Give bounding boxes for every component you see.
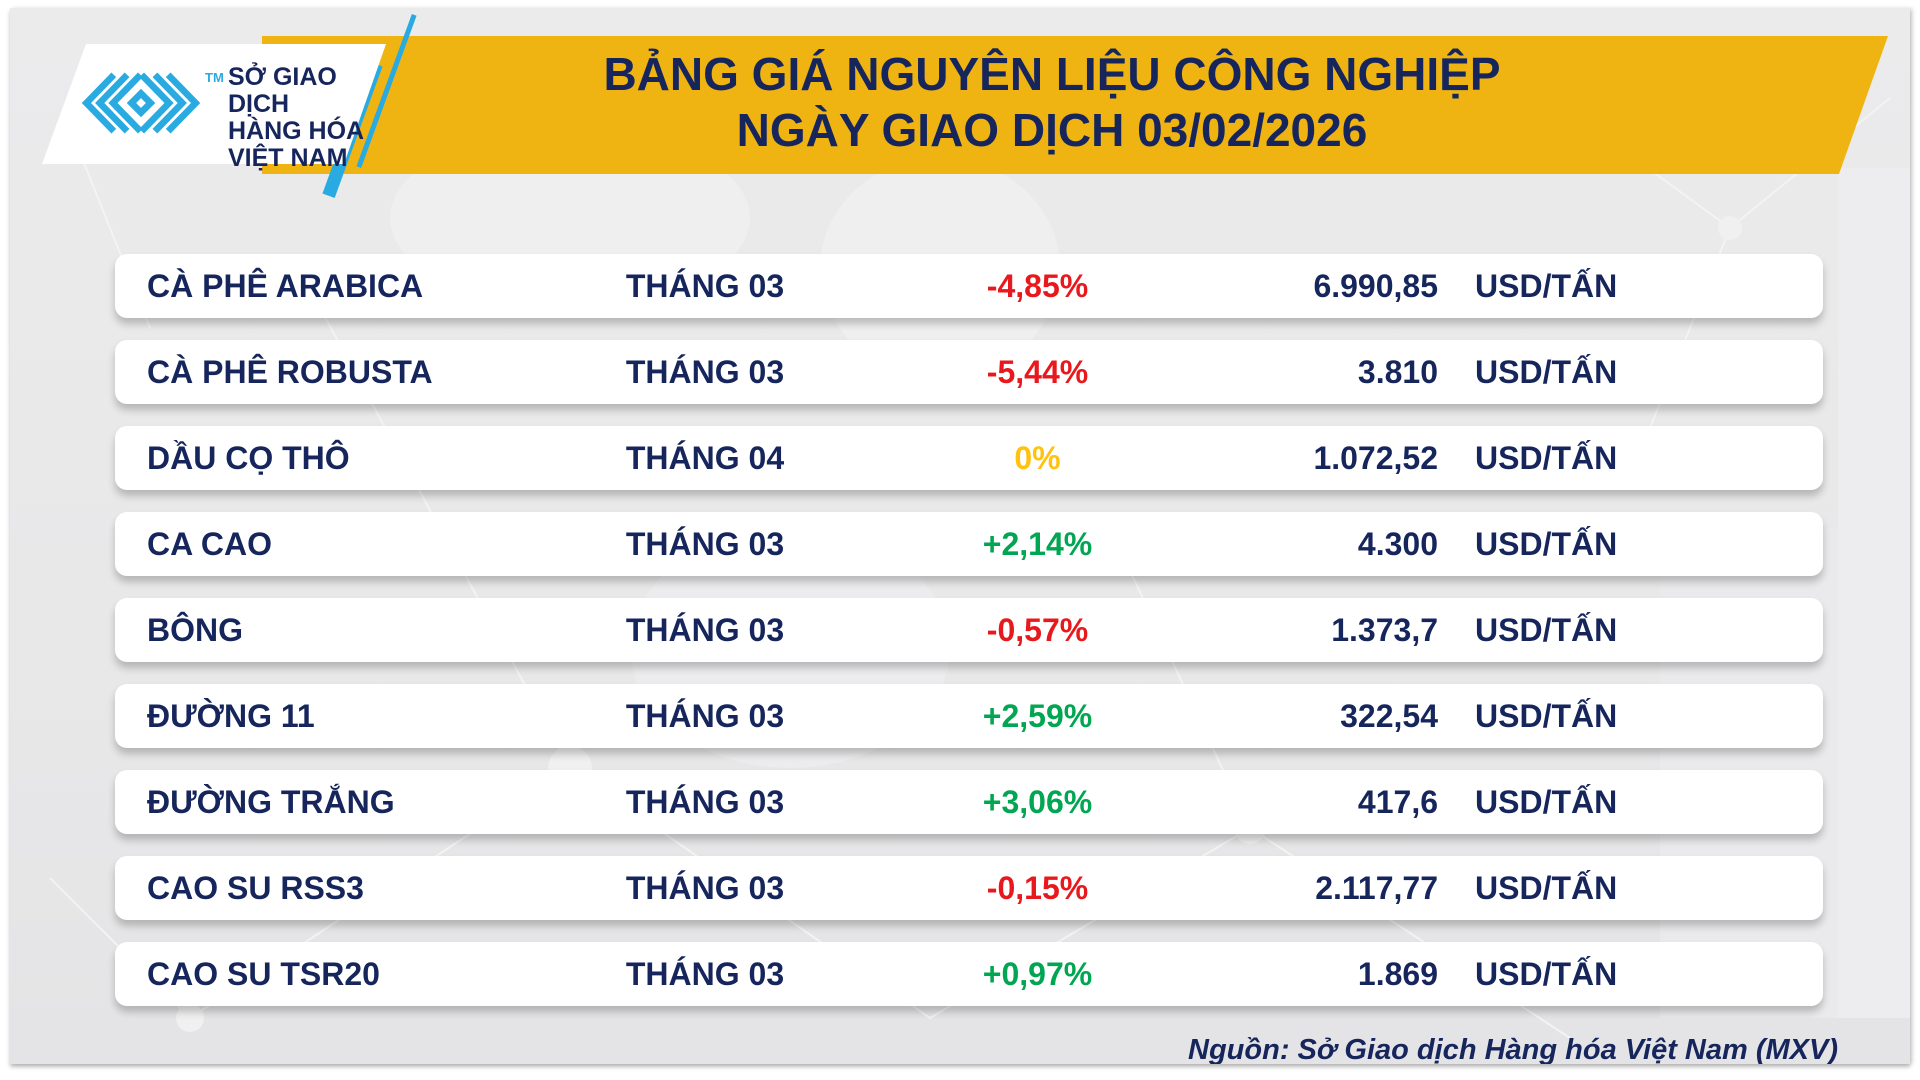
price-unit: USD/TẤN bbox=[1475, 697, 1618, 734]
table-row: DẦU CỌ THÔ THÁNG 04 0% 1.072,52 USD/TẤN bbox=[115, 426, 1823, 490]
commodity-name: CÀ PHÊ ARABICA bbox=[147, 267, 424, 304]
price-value: 322,54 bbox=[1340, 697, 1438, 734]
change-percent: +0,97% bbox=[982, 955, 1093, 992]
commodity-name: CÀ PHÊ ROBUSTA bbox=[147, 353, 433, 390]
price-unit: USD/TẤN bbox=[1475, 783, 1618, 820]
change-percent: +3,06% bbox=[982, 783, 1093, 820]
commodity-name: CAO SU RSS3 bbox=[147, 869, 364, 906]
price-value: 417,6 bbox=[1357, 783, 1438, 820]
page-title: BẢNG GIÁ NGUYÊN LIỆU CÔNG NGHIỆP NGÀY GI… bbox=[262, 46, 1842, 158]
mxv-logo-icon bbox=[82, 72, 200, 134]
commodity-name: ĐƯỜNG 11 bbox=[147, 697, 315, 734]
exchange-name-line3: VIỆT NAM bbox=[228, 144, 348, 172]
table-row: CA CAO THÁNG 03 +2,14% 4.300 USD/TẤN bbox=[115, 512, 1823, 576]
table-row: CAO SU RSS3 THÁNG 03 -0,15% 2.117,77 USD… bbox=[115, 856, 1823, 920]
price-unit: USD/TẤN bbox=[1475, 611, 1618, 648]
price-value: 4.300 bbox=[1357, 525, 1438, 562]
content-panel: BẢNG GIÁ NGUYÊN LIỆU CÔNG NGHIỆP NGÀY GI… bbox=[10, 8, 1910, 1064]
price-unit: USD/TẤN bbox=[1475, 439, 1618, 476]
exchange-name-line1: SỞ GIAO DỊCH bbox=[228, 63, 337, 118]
contract-month: THÁNG 03 bbox=[625, 955, 785, 992]
table-row: CÀ PHÊ ROBUSTA THÁNG 03 -5,44% 3.810 USD… bbox=[115, 340, 1823, 404]
table-row: CAO SU TSR20 THÁNG 03 +0,97% 1.869 USD/T… bbox=[115, 942, 1823, 1006]
title-banner bbox=[262, 36, 1888, 174]
contract-month: THÁNG 03 bbox=[625, 525, 785, 562]
price-table: CÀ PHÊ ARABICA THÁNG 03 -4,85% 6.990,85 … bbox=[115, 254, 1823, 1028]
trademark-label: TM bbox=[205, 70, 224, 85]
change-percent: -0,57% bbox=[986, 611, 1089, 648]
contract-month: THÁNG 03 bbox=[625, 783, 785, 820]
table-row: ĐƯỜNG TRẮNG THÁNG 03 +3,06% 417,6 USD/TẤ… bbox=[115, 770, 1823, 834]
change-percent: 0% bbox=[1014, 439, 1061, 476]
price-value: 3.810 bbox=[1357, 353, 1438, 390]
price-value: 1.373,7 bbox=[1331, 611, 1438, 648]
price-unit: USD/TẤN bbox=[1475, 525, 1618, 562]
contract-month: THÁNG 03 bbox=[625, 353, 785, 390]
price-unit: USD/TẤN bbox=[1475, 267, 1618, 304]
price-value: 2.117,77 bbox=[1315, 869, 1438, 906]
price-value: 1.072,52 bbox=[1313, 439, 1438, 476]
commodity-name: ĐƯỜNG TRẮNG bbox=[147, 783, 395, 820]
commodity-name: BÔNG bbox=[147, 611, 243, 648]
page-title-line2: NGÀY GIAO DỊCH 03/02/2026 bbox=[736, 104, 1368, 156]
page-title-line1: BẢNG GIÁ NGUYÊN LIỆU CÔNG NGHIỆP bbox=[603, 48, 1501, 100]
contract-month: THÁNG 04 bbox=[625, 439, 785, 476]
exchange-name: SỞ GIAO DỊCH HÀNG HÓA VIỆT NAM bbox=[228, 64, 386, 172]
contract-month: THÁNG 03 bbox=[625, 267, 785, 304]
change-percent: -4,85% bbox=[986, 267, 1089, 304]
contract-month: THÁNG 03 bbox=[625, 611, 785, 648]
table-row: BÔNG THÁNG 03 -0,57% 1.373,7 USD/TẤN bbox=[115, 598, 1823, 662]
contract-month: THÁNG 03 bbox=[625, 697, 785, 734]
price-unit: USD/TẤN bbox=[1475, 955, 1618, 992]
contract-month: THÁNG 03 bbox=[625, 869, 785, 906]
price-value: 6.990,85 bbox=[1313, 267, 1438, 304]
exchange-name-line2: HÀNG HÓA bbox=[228, 117, 365, 145]
table-row: ĐƯỜNG 11 THÁNG 03 +2,59% 322,54 USD/TẤN bbox=[115, 684, 1823, 748]
commodity-name: CAO SU TSR20 bbox=[147, 955, 380, 992]
change-percent: +2,59% bbox=[982, 697, 1093, 734]
price-unit: USD/TẤN bbox=[1475, 353, 1618, 390]
table-row: CÀ PHÊ ARABICA THÁNG 03 -4,85% 6.990,85 … bbox=[115, 254, 1823, 318]
commodity-name: DẦU CỌ THÔ bbox=[147, 439, 350, 476]
change-percent: -5,44% bbox=[986, 353, 1089, 390]
price-unit: USD/TẤN bbox=[1475, 869, 1618, 906]
commodity-name: CA CAO bbox=[147, 525, 273, 562]
change-percent: -0,15% bbox=[986, 869, 1089, 906]
source-note: Nguồn: Sở Giao dịch Hàng hóa Việt Nam (M… bbox=[1188, 1034, 1838, 1064]
change-percent: +2,14% bbox=[982, 525, 1093, 562]
logo-card: TM SỞ GIAO DỊCH HÀNG HÓA VIỆT NAM bbox=[42, 44, 386, 172]
price-value: 1.869 bbox=[1357, 955, 1438, 992]
